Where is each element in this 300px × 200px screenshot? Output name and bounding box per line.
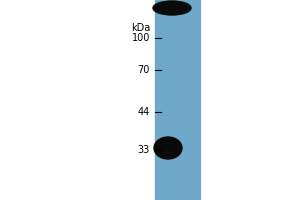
Bar [155,0,200,200]
Text: 44: 44 [138,107,150,117]
Text: kDa: kDa [131,23,150,33]
Text: 70: 70 [138,65,150,75]
Ellipse shape [154,137,182,159]
Ellipse shape [153,1,191,15]
Text: 33: 33 [138,145,150,155]
Text: 100: 100 [132,33,150,43]
